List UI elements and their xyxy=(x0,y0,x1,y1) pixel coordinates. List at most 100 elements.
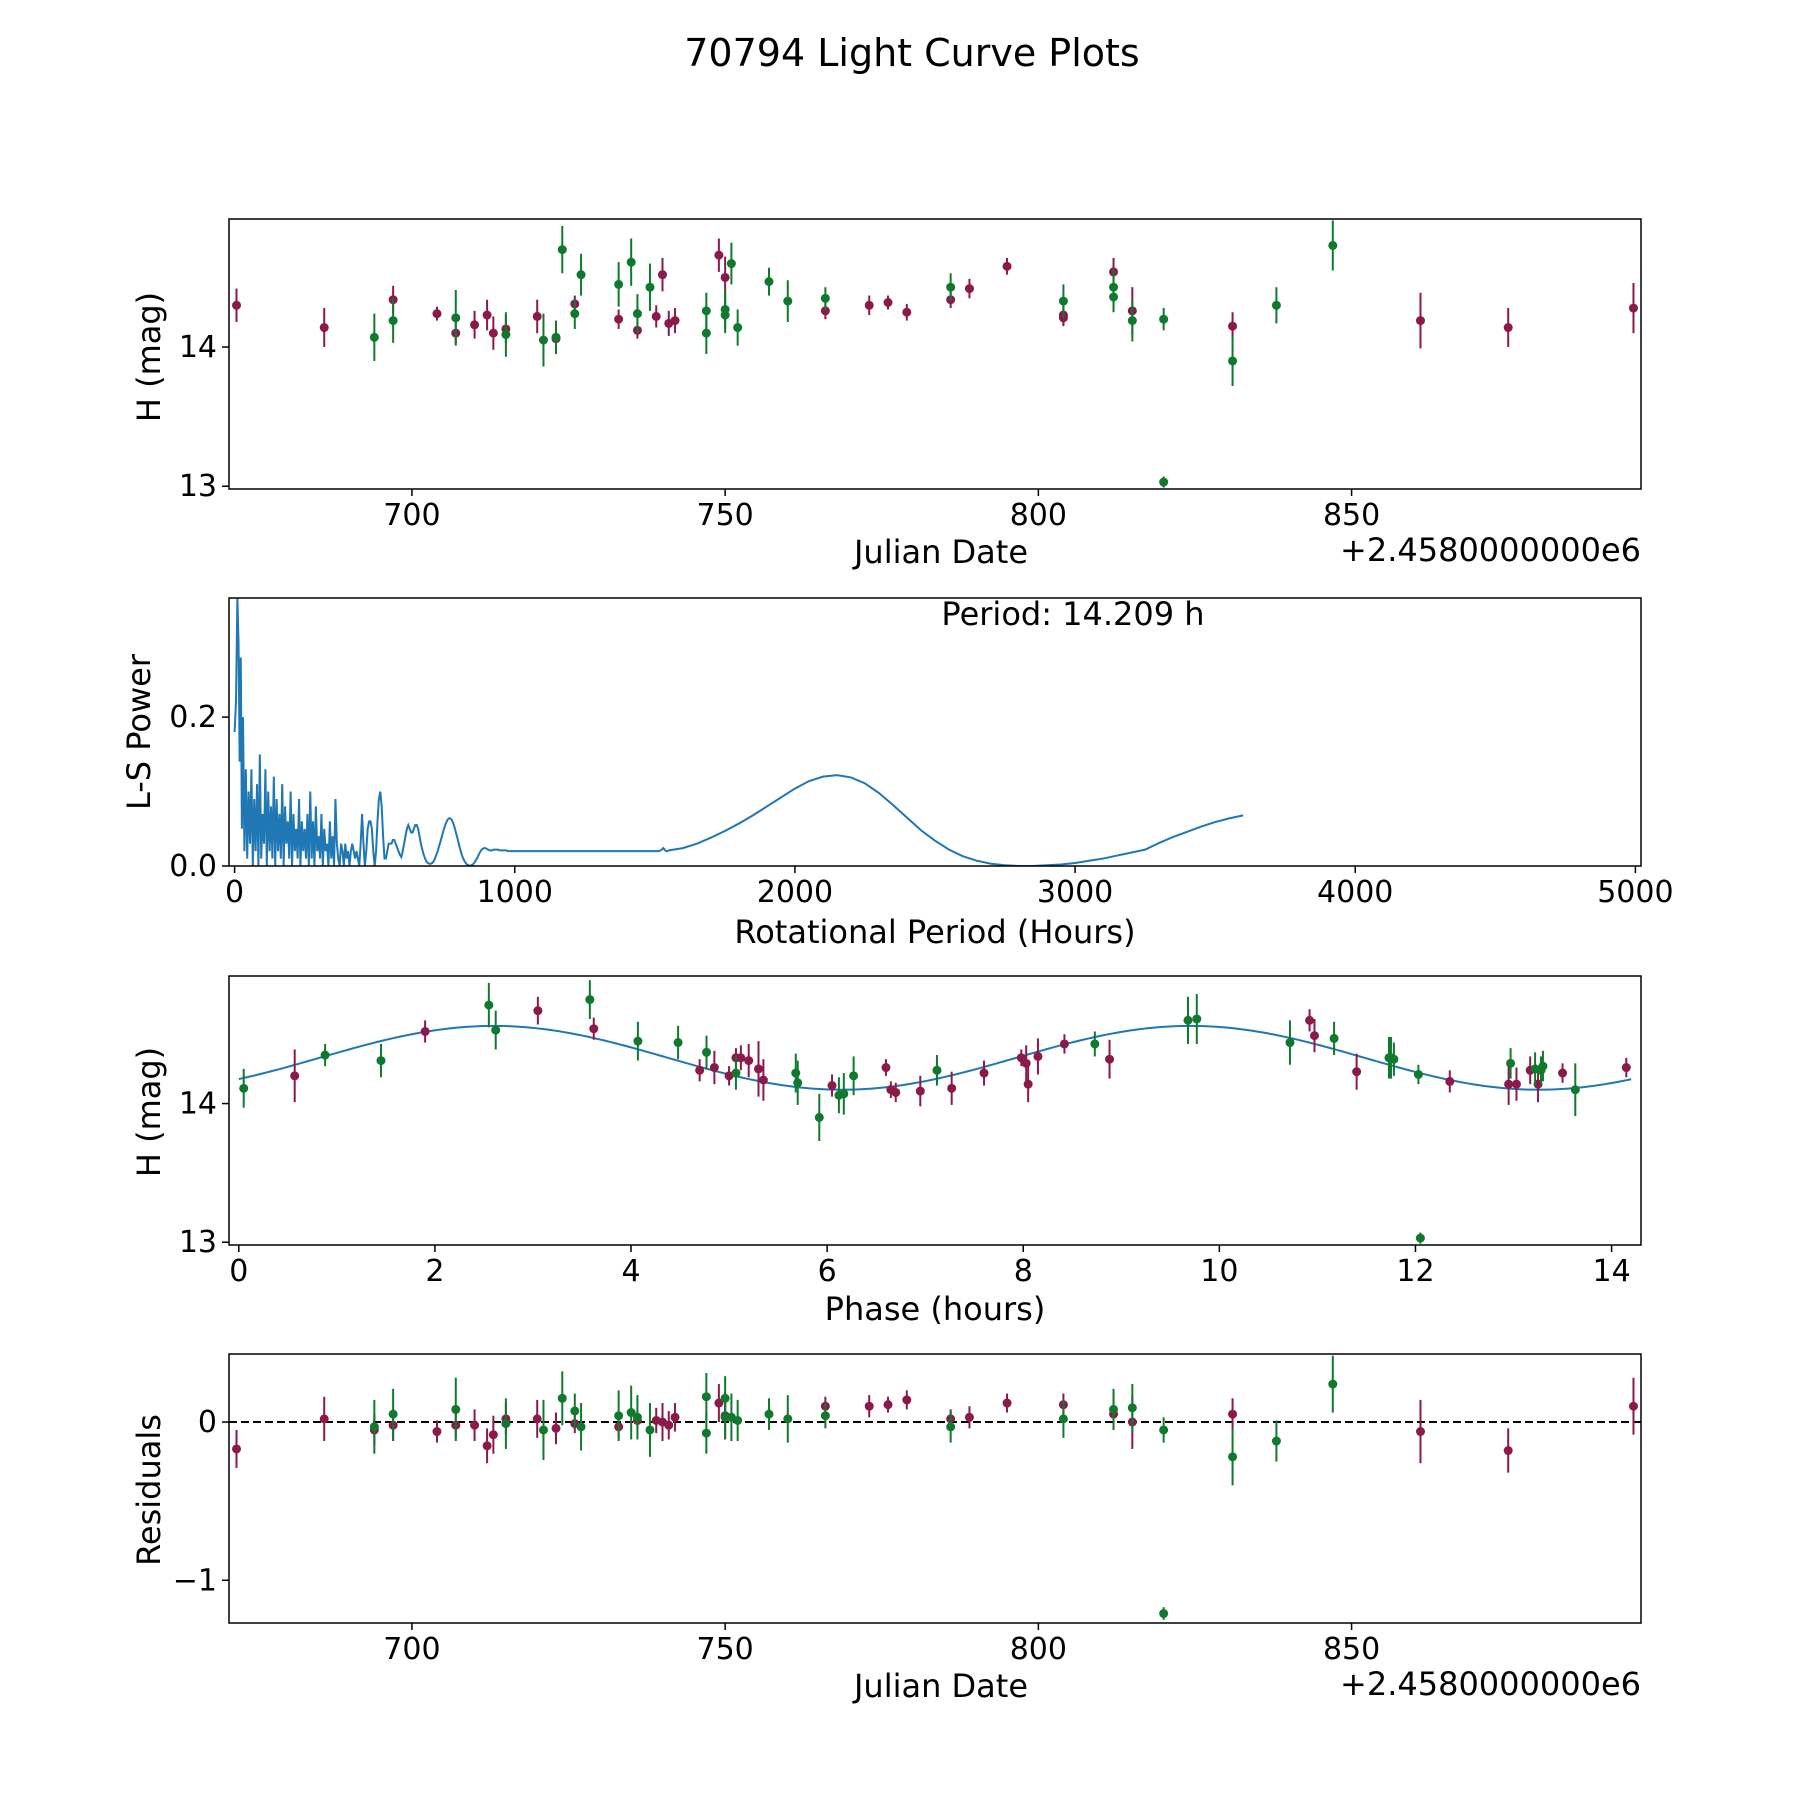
data-point xyxy=(1228,321,1238,331)
data-point xyxy=(1105,1054,1115,1064)
data-point xyxy=(501,1419,511,1429)
x-tick-label: 3000 xyxy=(1037,875,1113,910)
y-axis-label-magnitude-phase: H (mag) xyxy=(130,1047,168,1177)
data-point xyxy=(701,1392,711,1402)
data-point xyxy=(1228,1409,1238,1419)
axes-frame xyxy=(228,597,1642,867)
data-point xyxy=(764,1409,774,1419)
data-point xyxy=(319,1414,329,1424)
data-point xyxy=(1059,1039,1069,1049)
data-point xyxy=(883,1400,893,1410)
data-point xyxy=(1159,314,1169,324)
data-point xyxy=(902,307,912,317)
data-point xyxy=(947,1083,957,1093)
data-point xyxy=(701,306,711,316)
data-point xyxy=(319,323,329,333)
data-point xyxy=(1109,292,1119,302)
data-point xyxy=(232,1444,242,1454)
x-tick-label: 4 xyxy=(621,1254,640,1289)
data-point xyxy=(626,257,636,267)
data-point xyxy=(632,309,642,319)
data-point xyxy=(820,1411,830,1421)
axes-frame xyxy=(228,1353,1642,1624)
period-annotation: Period: 14.209 h xyxy=(941,595,1204,633)
data-point xyxy=(1415,1233,1425,1243)
data-point xyxy=(1621,1063,1631,1073)
data-point xyxy=(576,1422,586,1432)
data-point xyxy=(290,1071,300,1081)
data-point xyxy=(651,311,661,321)
data-point xyxy=(1002,261,1012,271)
y-tick-label: 13 xyxy=(179,469,217,504)
data-point xyxy=(482,310,492,320)
data-point xyxy=(369,1422,379,1432)
y-tick-label: 0 xyxy=(198,1405,217,1440)
y-axis-label-magnitude: H (mag) xyxy=(130,292,168,422)
data-point xyxy=(420,1026,430,1036)
data-point xyxy=(533,1006,543,1016)
data-point xyxy=(783,1414,793,1424)
x-tick-label: 800 xyxy=(1010,1632,1067,1667)
x-tick-label: 8 xyxy=(1014,1254,1033,1289)
data-point xyxy=(551,1423,561,1433)
data-point xyxy=(1628,303,1638,313)
data-point xyxy=(501,330,511,340)
x-tick-label: 4000 xyxy=(1317,875,1393,910)
data-point xyxy=(488,1430,498,1440)
plot-area xyxy=(233,598,1244,866)
data-point xyxy=(1058,296,1068,306)
data-point xyxy=(915,1086,925,1096)
x-offset-text: +2.4580000000e6 xyxy=(1340,531,1641,569)
data-point xyxy=(1058,1414,1068,1424)
data-point xyxy=(883,298,893,308)
data-point xyxy=(1285,1038,1295,1048)
plot-area xyxy=(238,980,1632,1244)
data-point xyxy=(814,1112,824,1122)
panel-residuals: Julian Date +2.4580000000e6 Residuals 70… xyxy=(130,1353,1642,1705)
data-point xyxy=(709,1063,719,1073)
x-tick-label: 850 xyxy=(1323,498,1380,533)
data-point xyxy=(570,309,580,319)
data-point xyxy=(376,1056,386,1066)
x-axis-label-rotational-period: Rotational Period (Hours) xyxy=(734,913,1135,951)
data-point xyxy=(670,316,680,326)
data-point xyxy=(764,277,774,287)
x-tick-label: 10 xyxy=(1200,1254,1238,1289)
data-point xyxy=(724,1071,734,1081)
data-point xyxy=(589,1024,599,1034)
data-point xyxy=(532,311,542,321)
y-tick-label: −1 xyxy=(173,1563,217,1598)
x-axis-label-julian-date-residuals: Julian Date xyxy=(852,1667,1028,1705)
data-point xyxy=(720,304,730,314)
y-tick-label: 13 xyxy=(179,1225,217,1260)
x-tick-label: 6 xyxy=(818,1254,837,1289)
data-point xyxy=(1413,1069,1423,1079)
data-point xyxy=(538,1425,548,1435)
data-point xyxy=(1305,1015,1315,1025)
data-point xyxy=(451,1404,461,1414)
data-point xyxy=(1228,1452,1238,1462)
data-point xyxy=(1192,1014,1202,1024)
data-point xyxy=(1328,1379,1338,1389)
data-point xyxy=(1090,1039,1100,1049)
x-tick-label: 700 xyxy=(383,498,440,533)
data-point xyxy=(891,1087,901,1097)
data-point xyxy=(1504,1079,1514,1089)
data-point xyxy=(791,1068,801,1078)
data-point xyxy=(714,250,724,260)
data-point xyxy=(1570,1085,1580,1095)
data-point xyxy=(902,1395,912,1405)
x-tick-label: 750 xyxy=(697,498,754,533)
data-point xyxy=(1511,1079,1521,1089)
data-point xyxy=(1445,1076,1455,1086)
data-point xyxy=(1503,323,1513,333)
x-tick-label: 2 xyxy=(425,1254,444,1289)
figure-title: 70794 Light Curve Plots xyxy=(684,31,1139,75)
data-point xyxy=(827,1081,837,1091)
data-point xyxy=(614,314,624,324)
y-axis-label-residuals: Residuals xyxy=(130,1414,168,1566)
data-point xyxy=(491,1025,501,1035)
data-point xyxy=(320,1050,330,1060)
data-point xyxy=(670,1412,680,1422)
